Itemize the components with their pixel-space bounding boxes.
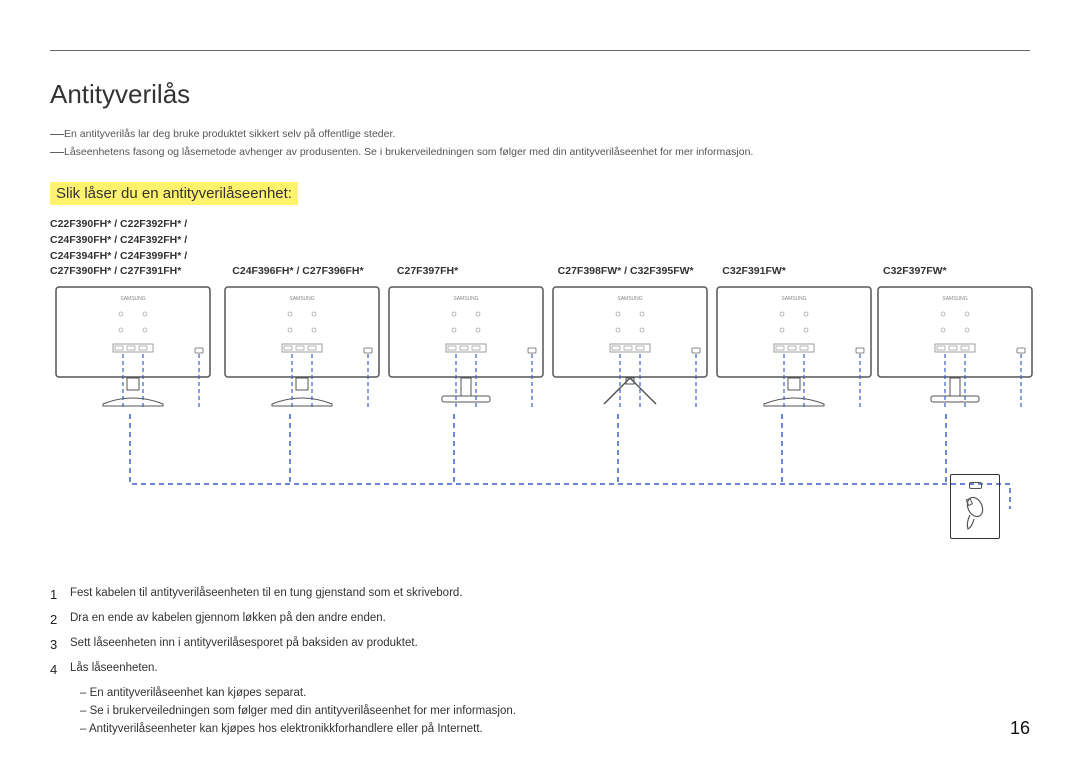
monitors-row: SAMSUNG SAMSUNG	[50, 286, 1030, 410]
page-title: Antityverilås	[50, 79, 1030, 110]
substep: – En antityverilåseenhet kan kjøpes sepa…	[80, 687, 1030, 699]
monitor-back-illustration: SAMSUNG	[877, 286, 1033, 410]
step-3: 3 Sett låseenheten inn i antityverilåses…	[50, 637, 1030, 652]
monitor-column: SAMSUNG	[716, 286, 872, 410]
model-column-label: C27F398FW* / C32F395FW*	[558, 264, 723, 280]
monitor-column: SAMSUNG	[552, 286, 708, 410]
note-dash: ―	[50, 128, 60, 140]
svg-text:SAMSUNG: SAMSUNG	[942, 296, 967, 302]
lock-slot-icon	[969, 482, 982, 489]
step-number: 1	[50, 587, 70, 602]
lock-detail-box	[950, 474, 1000, 539]
monitor-back-illustration: SAMSUNG	[716, 286, 872, 410]
step-2: 2 Dra en ende av kabelen gjennom løkken …	[50, 612, 1030, 627]
kensington-lock-icon	[960, 493, 990, 531]
dashed-connector	[50, 414, 1030, 569]
model-column-label: C24F396FH* / C27F396FH*	[232, 264, 397, 280]
monitor-column: SAMSUNG	[880, 286, 1030, 410]
monitor-back-illustration: SAMSUNG	[224, 286, 380, 410]
step-number: 2	[50, 612, 70, 627]
top-rule	[50, 50, 1030, 51]
steps-list: 1 Fest kabelen til antityverilåseenheten…	[50, 587, 1030, 735]
model-column-label: C32F391FW*	[722, 264, 883, 280]
section-subtitle: Slik låser du en antityverilåseenhet:	[50, 182, 298, 205]
monitor-back-illustration: SAMSUNG	[55, 286, 211, 410]
model-column-label: C22F390FH* / C22F392FH* /C24F390FH* / C2…	[50, 217, 232, 280]
step-number: 3	[50, 637, 70, 652]
lock-diagram	[50, 414, 1030, 569]
monitor-column: SAMSUNG	[50, 286, 216, 410]
model-column-label: C32F397FW*	[883, 264, 1030, 280]
model-column-label: C27F397FH*	[397, 264, 558, 280]
monitor-column: SAMSUNG	[388, 286, 544, 410]
step-number: 4	[50, 662, 70, 677]
step-1: 1 Fest kabelen til antityverilåseenheten…	[50, 587, 1030, 602]
step-text: Dra en ende av kabelen gjennom løkken på…	[70, 612, 1030, 624]
note-2: ― Låseenhetens fasong og låsemetode avhe…	[50, 146, 1030, 158]
svg-text:SAMSUNG: SAMSUNG	[453, 296, 478, 302]
substep: – Se i brukerveiledningen som følger med…	[80, 705, 1030, 717]
svg-text:SAMSUNG: SAMSUNG	[617, 296, 642, 302]
monitor-back-illustration: SAMSUNG	[388, 286, 544, 410]
page-number: 16	[1010, 718, 1030, 739]
step-text: Sett låseenheten inn i antityverilåsespo…	[70, 637, 1030, 649]
svg-text:SAMSUNG: SAMSUNG	[781, 296, 806, 302]
model-labels-row: C22F390FH* / C22F392FH* /C24F390FH* / C2…	[50, 217, 1030, 280]
note-text: Låseenhetens fasong og låsemetode avheng…	[64, 146, 753, 158]
step-4: 4 Lås låseenheten.	[50, 662, 1030, 677]
step-text: Fest kabelen til antityverilåseenheten t…	[70, 587, 1030, 599]
svg-text:SAMSUNG: SAMSUNG	[120, 296, 145, 302]
monitor-column: SAMSUNG	[224, 286, 380, 410]
note-dash: ―	[50, 146, 60, 158]
step-text: Lås låseenheten.	[70, 662, 1030, 674]
monitor-back-illustration: SAMSUNG	[552, 286, 708, 410]
note-1: ― En antityverilås lar deg bruke produkt…	[50, 128, 1030, 140]
note-text: En antityverilås lar deg bruke produktet…	[64, 128, 395, 140]
svg-text:SAMSUNG: SAMSUNG	[289, 296, 314, 302]
substep: – Antityverilåseenheter kan kjøpes hos e…	[80, 723, 1030, 735]
